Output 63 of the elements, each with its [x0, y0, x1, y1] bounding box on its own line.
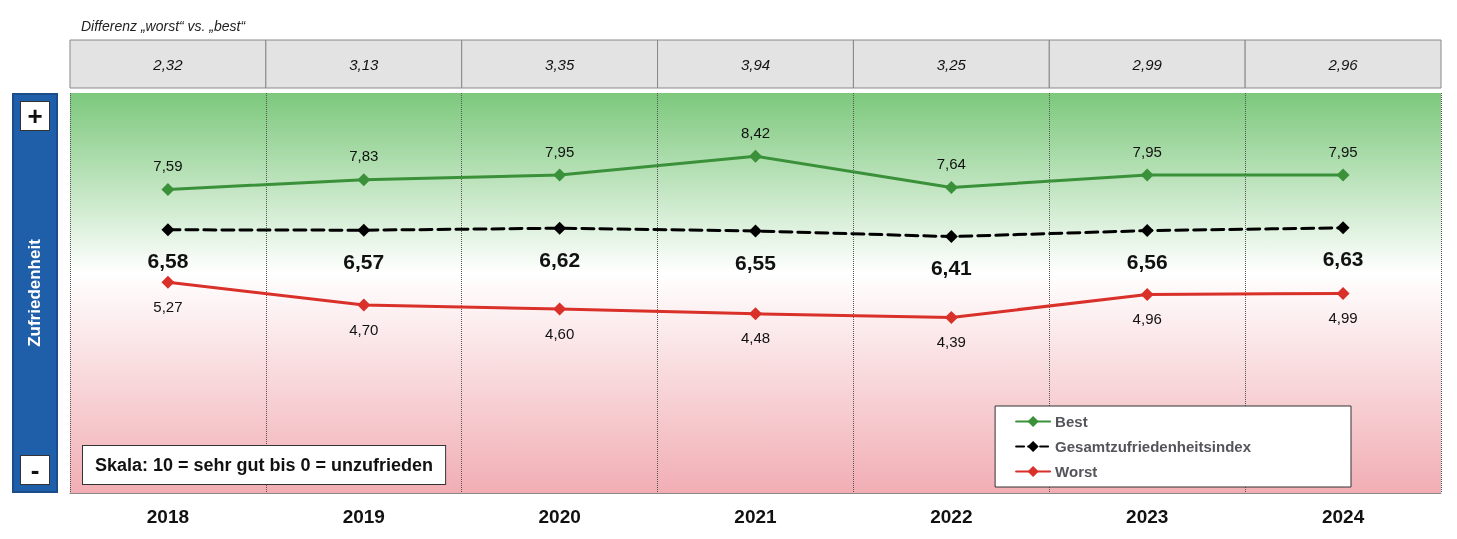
data-label: 4,39: [936, 332, 966, 350]
data-label: 7,64: [936, 154, 966, 172]
y-axis-title: Zufriedenheit: [25, 239, 45, 347]
data-label: 4,48: [740, 329, 771, 347]
point: [1140, 168, 1154, 182]
point: [944, 310, 958, 324]
point: [161, 223, 175, 237]
point: [749, 224, 762, 238]
text: 2,99: [1131, 55, 1163, 73]
x-tick-label: 2024: [1321, 506, 1365, 527]
point: [1140, 224, 1154, 238]
text: 3,94: [740, 55, 771, 73]
legend-label: Worst: [1055, 463, 1098, 480]
data-label: 7,95: [545, 142, 575, 160]
label-panel: + - Zufriedenheit: [12, 93, 58, 493]
point: [749, 149, 762, 163]
data-label: 6,63: [1322, 247, 1364, 271]
data-label: 7,95: [1132, 142, 1162, 160]
data-label: 7,83: [349, 147, 379, 165]
point: [944, 230, 958, 244]
point: [553, 168, 567, 182]
point: [357, 298, 371, 312]
data-label: 6,57: [343, 249, 385, 273]
text: 2,32: [152, 55, 184, 73]
x-tick-label: 2018: [146, 506, 190, 527]
point: [357, 173, 371, 187]
data-label: 6,55: [735, 250, 777, 274]
x-tick-label: 2019: [342, 506, 385, 527]
point: [553, 221, 567, 235]
x-tick-label: 2021: [734, 506, 778, 527]
text: 2,96: [1327, 55, 1359, 73]
point: [944, 180, 958, 194]
data-label: 7,59: [153, 156, 183, 174]
data-label: 4,60: [545, 324, 575, 342]
data-label: 6,41: [930, 256, 973, 280]
point: [161, 275, 175, 289]
x-tick-label: 2023: [1126, 506, 1169, 527]
text: 3,13: [349, 55, 380, 73]
data-label: 6,58: [147, 249, 189, 273]
point: [1140, 288, 1154, 302]
data-label: 7,95: [1328, 142, 1358, 160]
x-tick-label: 2022: [930, 506, 973, 527]
data-label: 6,62: [539, 247, 581, 271]
legend-label: Best: [1055, 413, 1088, 430]
legend-label: Gesamtzufriedenheitsindex: [1055, 438, 1252, 455]
chart-title: Differenz „worst“ vs. „best“: [81, 18, 247, 34]
data-label: 4,70: [349, 320, 379, 338]
point: [1336, 168, 1350, 182]
point: [161, 182, 175, 196]
data-label: 8,42: [740, 123, 771, 141]
text: 3,25: [936, 55, 967, 73]
point: [357, 223, 371, 237]
point: [1336, 286, 1350, 300]
data-label: 6,56: [1126, 250, 1168, 274]
data-label: 4,96: [1132, 310, 1162, 328]
point: [1336, 221, 1350, 235]
data-label: 4,99: [1328, 308, 1358, 326]
annotation: Skala: 10 = sehr gut bis 0 = unzufrieden: [95, 455, 434, 475]
x-tick-label: 2020: [538, 506, 581, 527]
data-label: 5,27: [153, 297, 183, 315]
text: 3,35: [545, 55, 575, 73]
point: [749, 307, 762, 321]
point: [553, 302, 567, 316]
